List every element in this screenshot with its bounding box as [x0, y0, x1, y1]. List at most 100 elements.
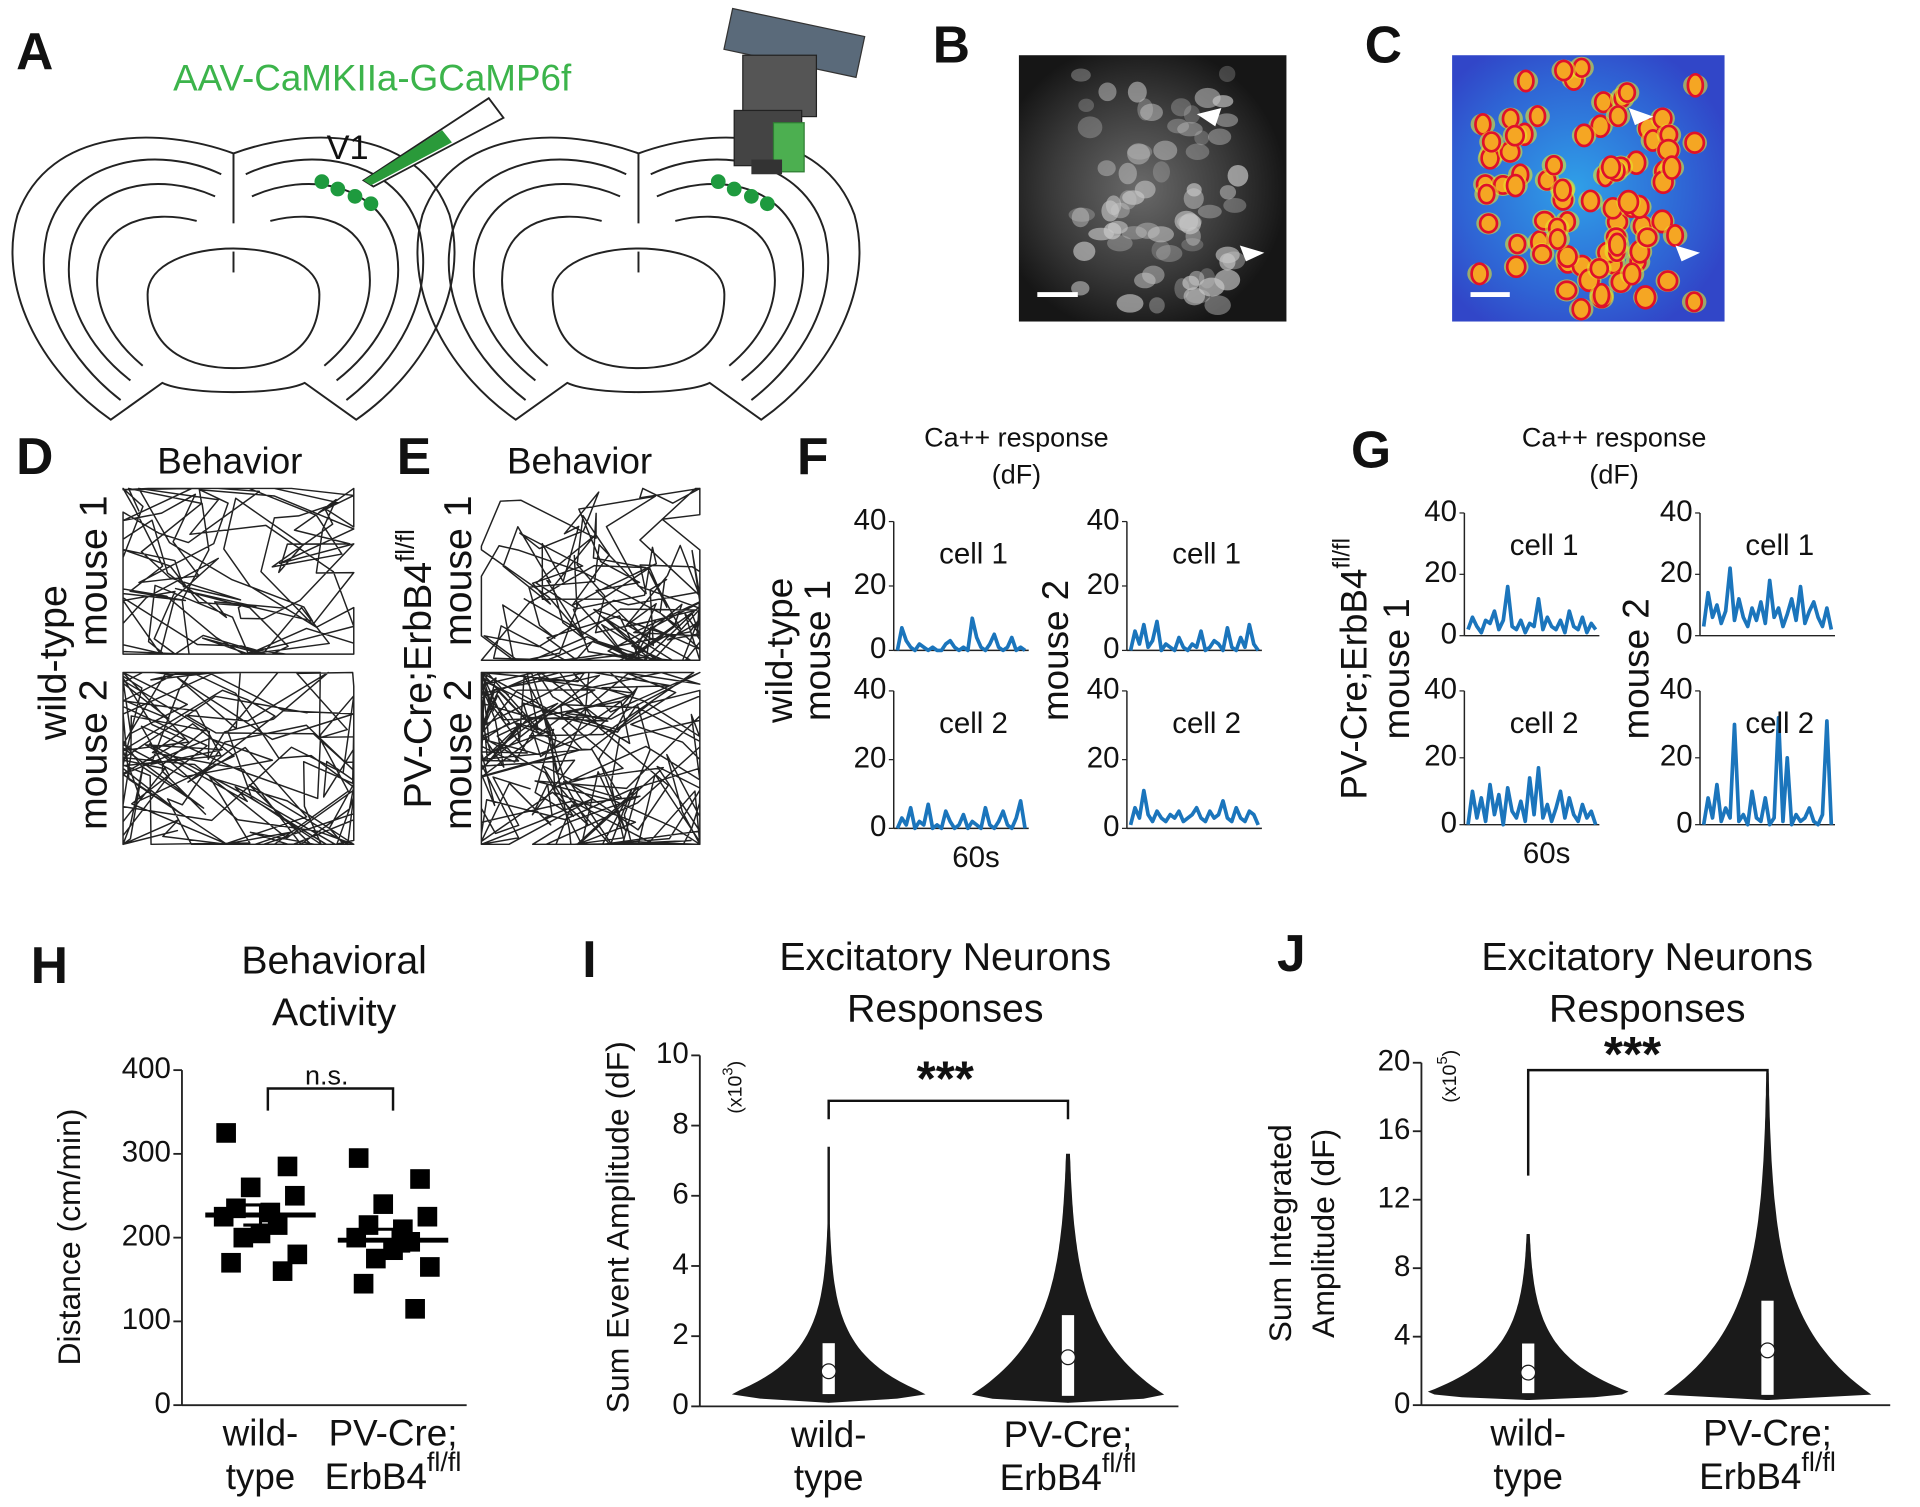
significance: ***	[1604, 1028, 1662, 1082]
y-tick-label: 400	[122, 1052, 171, 1085]
y-tick-label: 40	[1087, 503, 1120, 536]
cell-label: cell 2	[1745, 707, 1814, 740]
y-tick-label: 0	[1103, 632, 1119, 665]
panel-label: A	[16, 22, 53, 80]
genotype-label: PV-Cre;ErbB4fl/fl	[1328, 538, 1374, 800]
chart-title: Excitatory Neurons	[1481, 935, 1813, 979]
brain-left	[11, 136, 456, 421]
cell-blob	[1153, 140, 1178, 161]
y-tick-label: 20	[1424, 740, 1457, 773]
x-tick-label: wild-	[1489, 1413, 1566, 1454]
panel-label: G	[1351, 421, 1391, 479]
brain-outline	[650, 158, 830, 401]
brain-outline	[656, 183, 805, 382]
genotype-label-sup: fl/fl	[392, 529, 420, 562]
cell-contour	[1557, 245, 1578, 269]
cell-contour	[1571, 297, 1591, 321]
median	[1759, 1342, 1776, 1359]
y-tick-label: 40	[854, 503, 887, 536]
cell-contour	[1574, 123, 1595, 148]
mouse-label: mouse 1	[797, 580, 838, 721]
panel-title: (dF)	[1589, 459, 1638, 489]
panel-title: Behavior	[507, 441, 652, 482]
data-point	[250, 1223, 271, 1244]
y-tick-label: 300	[122, 1136, 171, 1169]
region-label: V1	[327, 129, 369, 167]
cell-blob	[1204, 295, 1231, 315]
x-tick-label: ErbB4fl/fl	[325, 1447, 462, 1497]
virus-dot	[347, 188, 363, 204]
genotype-label: PV-Cre;ErbB4fl/fl	[392, 529, 441, 808]
cell-label: cell 2	[1510, 707, 1579, 740]
y-tick-label: 0	[1676, 806, 1692, 839]
trajectory	[122, 487, 355, 655]
trace	[1128, 788, 1260, 826]
panel-title: (dF)	[992, 459, 1041, 489]
cell-blob	[1227, 164, 1249, 187]
y-tick-label: 4	[672, 1248, 688, 1281]
cell-blob	[1223, 197, 1247, 213]
mouse-label: mouse 2	[71, 679, 115, 830]
cell-contour	[1504, 124, 1526, 147]
x-tick-label-text: type	[794, 1457, 864, 1498]
cell-contour	[1478, 213, 1499, 234]
y-tick-label: 20	[1660, 556, 1693, 589]
trajectory	[480, 671, 701, 846]
cell-blob	[1140, 103, 1163, 122]
y-tick-label: 8	[672, 1107, 688, 1140]
panel-label: E	[397, 427, 431, 485]
cell-blob	[1078, 98, 1095, 113]
panel-label: F	[797, 427, 828, 485]
y-tick-label: 40	[1087, 673, 1120, 706]
cell-blob	[1071, 207, 1090, 228]
genotype-label: wild-type	[31, 585, 75, 741]
x-tick-label-text: type	[226, 1455, 296, 1496]
data-point	[287, 1244, 308, 1265]
x-tick-label: ErbB4fl/fl	[1699, 1447, 1836, 1497]
data-point	[240, 1177, 261, 1198]
cell-blob	[1134, 180, 1156, 199]
data-point	[285, 1185, 305, 1206]
microscope	[723, 7, 866, 175]
cell-blob	[1194, 130, 1210, 146]
y-tick-label: 10	[656, 1037, 689, 1070]
y-tick-label: 0	[1103, 810, 1119, 843]
arrowhead	[1239, 245, 1265, 262]
cell-label: cell 1	[1510, 529, 1579, 562]
cell-contour	[1528, 105, 1547, 128]
trace	[1466, 766, 1598, 827]
trace	[1701, 566, 1834, 630]
cell-blob	[1134, 272, 1156, 289]
data-point	[405, 1299, 425, 1319]
cell-blob	[1181, 238, 1204, 252]
median	[820, 1363, 837, 1380]
cell-label: cell 2	[1172, 707, 1241, 740]
cell-contour	[1553, 178, 1572, 202]
cell-contour	[1686, 72, 1705, 98]
brain-diagrams	[11, 136, 861, 421]
y-tick-label: 100	[122, 1303, 171, 1336]
cell-blob	[1208, 128, 1232, 145]
scale-exp: 3	[721, 1067, 737, 1075]
cell-blob	[1177, 121, 1203, 137]
y-tick-label: 200	[122, 1219, 171, 1252]
data-point	[216, 1123, 236, 1143]
chart-title: Responses	[1549, 987, 1745, 1031]
cell-label: cell 1	[1745, 529, 1814, 562]
cell-blob	[1098, 82, 1117, 102]
trace	[895, 799, 1027, 831]
data-point	[233, 1227, 254, 1248]
significance: n.s.	[305, 1061, 349, 1091]
cell-contour	[1477, 183, 1496, 205]
y-tick-label: 6	[672, 1178, 688, 1211]
x-tick-label-text: ErbB4	[325, 1455, 427, 1496]
y-tick-label: 4	[1394, 1318, 1410, 1351]
data-point	[417, 1206, 438, 1227]
cell-blob	[1197, 204, 1222, 219]
cell-contour	[1684, 131, 1706, 154]
y-axis-label: Distance (cm/min)	[51, 1109, 87, 1366]
y-tick-label: 16	[1378, 1113, 1411, 1146]
chart-title: Activity	[272, 990, 397, 1034]
y-tick-label: 20	[1660, 740, 1693, 773]
cell-blob	[1073, 241, 1096, 261]
